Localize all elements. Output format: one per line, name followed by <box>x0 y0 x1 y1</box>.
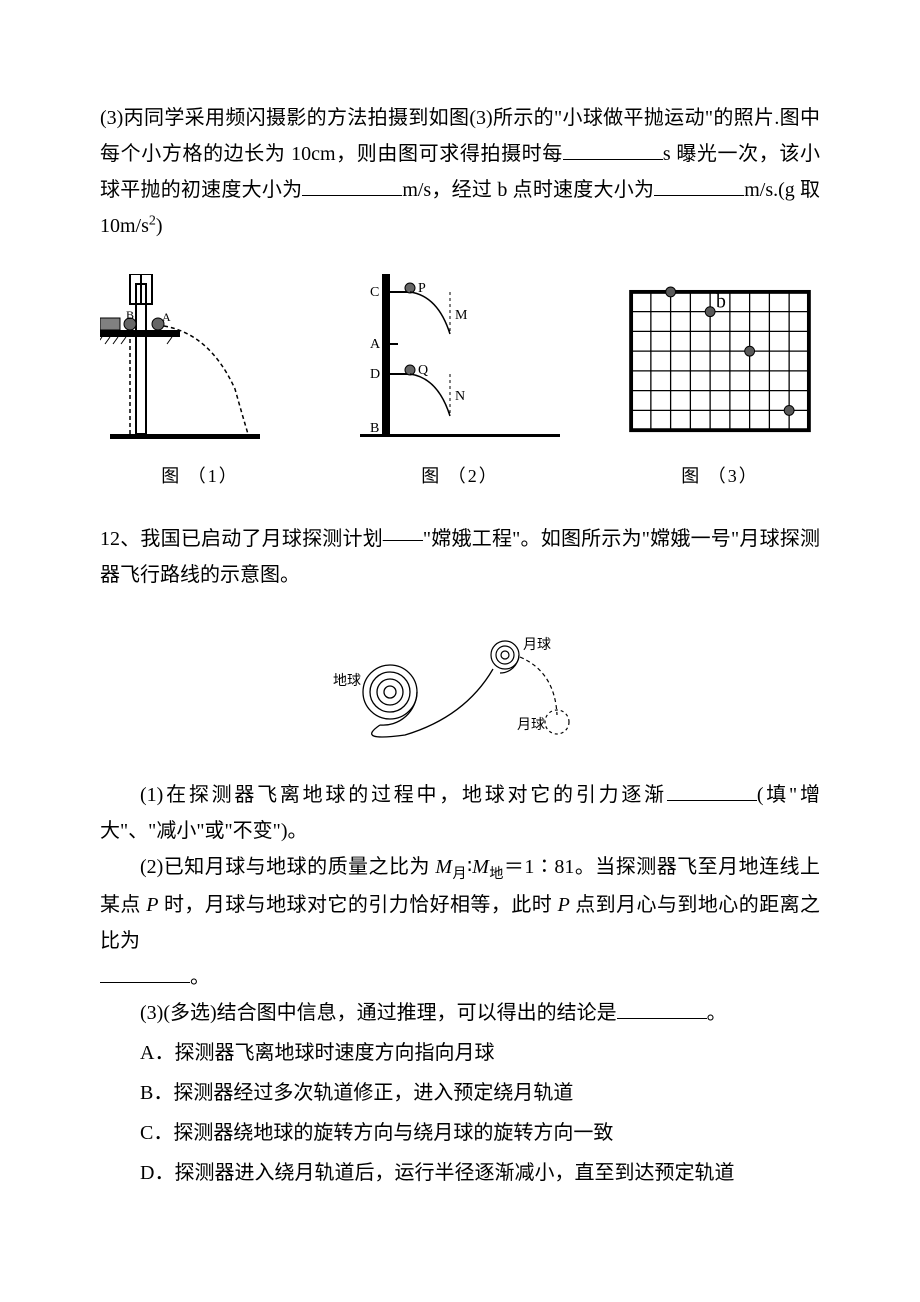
t: ) <box>156 215 163 237</box>
M1: M <box>435 856 452 878</box>
q12-1: (1)在探测器飞离地球的过程中，地球对它的引力逐渐(填"增大"、"减小"或"不变… <box>100 777 820 849</box>
t: m/s，经过 b 点时速度大小为 <box>402 179 654 201</box>
svg-text:M: M <box>455 308 468 323</box>
sub-earth: 地 <box>489 867 504 882</box>
q12-stem: 12、我国已启动了月球探测计划——"嫦娥工程"。如图所示为"嫦娥一号"月球探测器… <box>100 521 820 593</box>
opt-A: A．探测器飞离地球时速度方向指向月球 <box>100 1035 820 1071</box>
svg-text:A: A <box>162 310 171 324</box>
P1: P <box>146 894 158 916</box>
q11-3-text: (3)丙同学采用频闪摄影的方法拍摄到如图(3)所示的"小球做平抛运动"的照片.图… <box>100 100 820 244</box>
svg-text:B: B <box>370 421 379 436</box>
figure-1: B A 图 （1） <box>100 274 300 493</box>
blank-conclusion <box>617 998 707 1019</box>
fig2-svg: C P M A D Q N B <box>360 274 560 444</box>
svg-text:C: C <box>370 285 379 300</box>
figure-2: C P M A D Q N B <box>360 274 560 493</box>
fig2-caption: 图 （2） <box>360 460 560 492</box>
blank-v0 <box>302 175 402 196</box>
sup2: 2 <box>149 213 156 228</box>
svg-text:N: N <box>455 389 465 404</box>
t: 。 <box>707 1002 727 1024</box>
blank-vb <box>654 175 744 196</box>
blank-exposure-s <box>563 139 663 160</box>
fig3-caption: 图 （3） <box>620 460 820 492</box>
svg-text:D: D <box>370 367 380 382</box>
t: (2)已知月球与地球的质量之比为 <box>140 856 435 878</box>
svg-text:B: B <box>126 308 134 322</box>
q12-svg: 地球 月球 月球 <box>295 607 625 747</box>
blank-ratio <box>100 962 190 983</box>
page: (3)丙同学采用频闪摄影的方法拍摄到如图(3)所示的"小球做平抛运动"的照片.图… <box>0 0 920 1295</box>
fig1-svg: B A <box>100 274 300 444</box>
moon2-label: 月球 <box>517 717 545 733</box>
svg-text:b: b <box>716 291 726 313</box>
blank-gravity <box>667 780 757 801</box>
moon-label: 月球 <box>523 637 551 653</box>
sub-moon: 月 <box>452 867 467 882</box>
q12-2-blank-line: 。 <box>100 959 820 995</box>
svg-text:A: A <box>370 337 381 352</box>
t: (1)在探测器飞离地球的过程中，地球对它的引力逐渐 <box>140 784 667 806</box>
M2: M <box>472 856 489 878</box>
figures-row: B A 图 （1） C P <box>100 274 820 493</box>
P2: P <box>558 894 570 916</box>
opt-D: D．探测器进入绕月轨道后，运行半径逐渐减小，直至到达预定轨道 <box>100 1155 820 1191</box>
fig1-caption: 图 （1） <box>100 460 300 492</box>
t: (3)(多选)结合图中信息，通过推理，可以得出的结论是 <box>140 1002 617 1024</box>
fig3-svg: b <box>620 284 820 444</box>
q12-diagram: 地球 月球 月球 <box>100 607 820 759</box>
opt-C: C．探测器绕地球的旋转方向与绕月球的旋转方向一致 <box>100 1115 820 1151</box>
figure-3: b 图 （3） <box>620 284 820 493</box>
t: 。 <box>190 966 210 988</box>
q12-3: (3)(多选)结合图中信息，通过推理，可以得出的结论是 。 <box>100 995 820 1031</box>
earth-label: 地球 <box>333 673 361 689</box>
t: 时，月球与地球对它的引力恰好相等，此时 <box>159 894 558 916</box>
opt-B: B．探测器经过多次轨道修正，进入预定绕月轨道 <box>100 1075 820 1111</box>
q12-2: (2)已知月球与地球的质量之比为 M月∶M地＝1∶81。当探测器飞至月地连线上某… <box>100 849 820 959</box>
